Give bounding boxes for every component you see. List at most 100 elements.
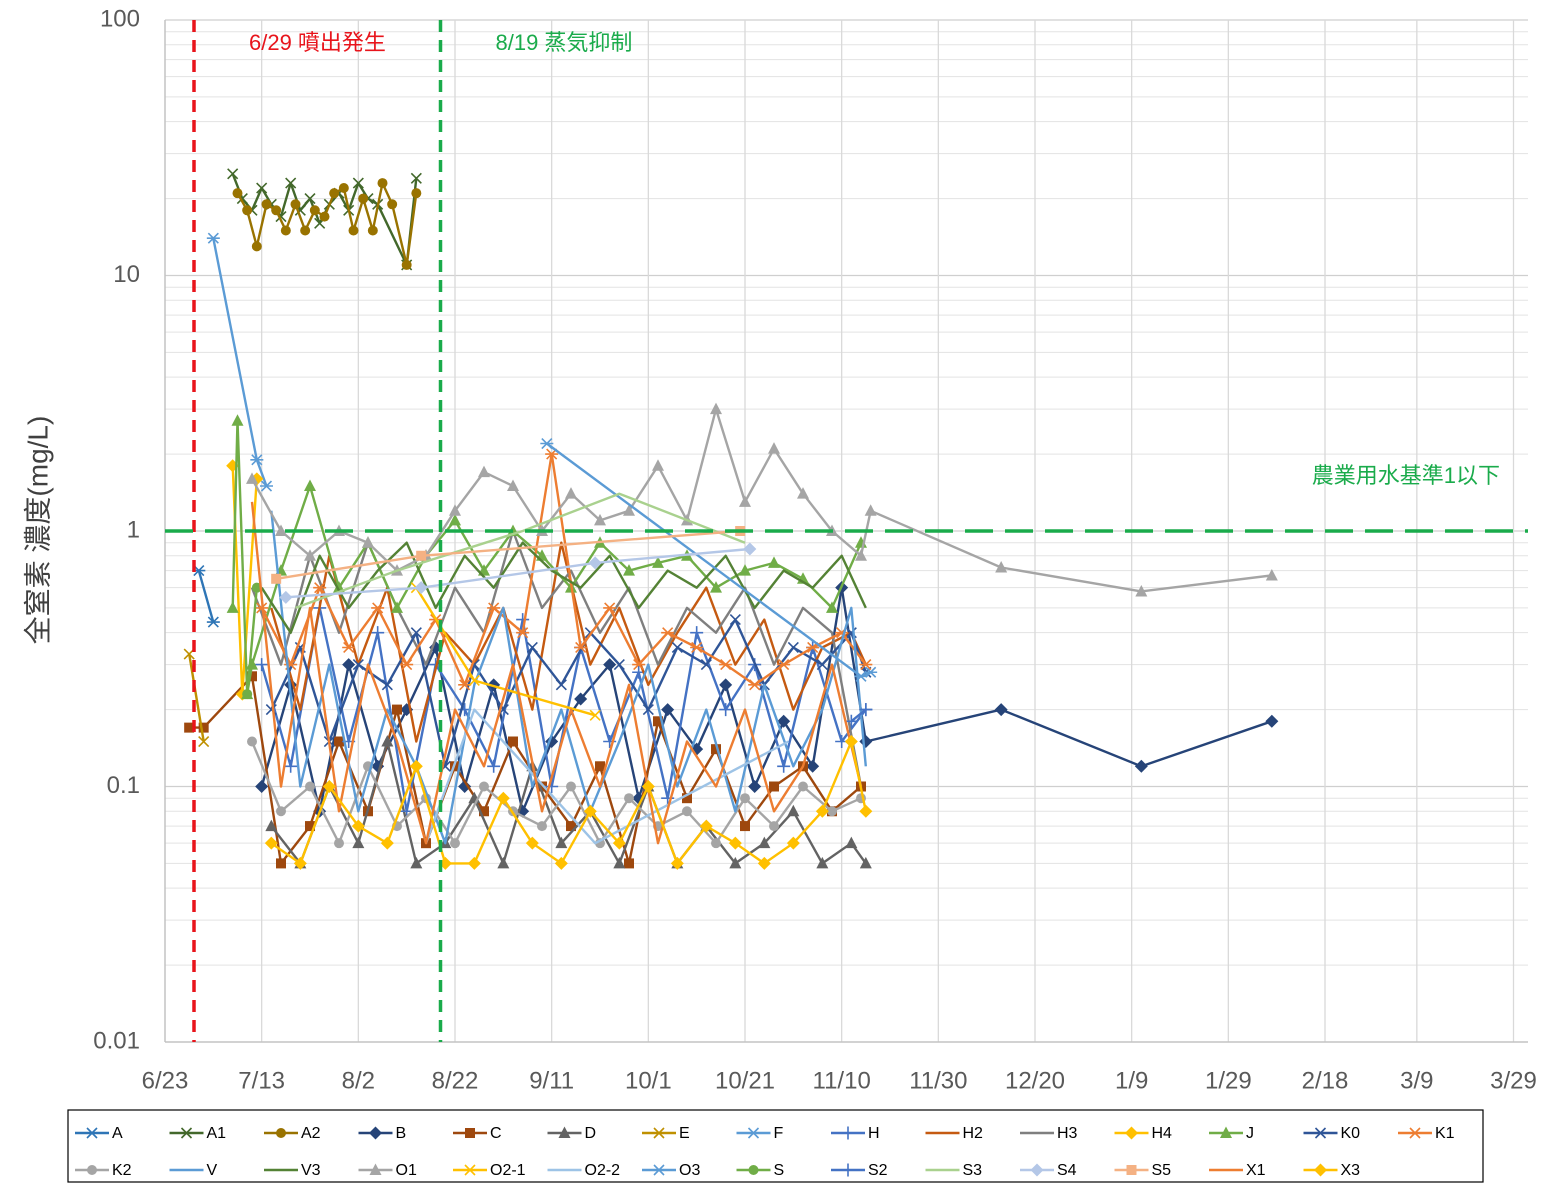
marker — [369, 1163, 382, 1175]
legend-label: V3 — [301, 1162, 321, 1179]
marker — [757, 856, 771, 870]
marker — [995, 560, 1008, 573]
legend-label: H2 — [963, 1125, 984, 1142]
marker — [478, 465, 490, 478]
marker — [1126, 1165, 1137, 1175]
marker — [595, 761, 605, 772]
marker — [574, 641, 588, 654]
x-tick-label: 11/30 — [909, 1067, 967, 1094]
marker — [479, 781, 489, 792]
marker — [777, 714, 791, 728]
legend-label: V — [207, 1162, 218, 1179]
marker — [250, 472, 264, 486]
marker — [1134, 759, 1148, 773]
marker — [747, 1127, 760, 1139]
series-line — [236, 181, 418, 267]
legend-label: H4 — [1152, 1125, 1173, 1142]
marker — [1265, 714, 1279, 728]
marker — [690, 626, 704, 640]
marker — [371, 602, 385, 614]
legend-label: S — [774, 1162, 785, 1179]
y-tick-label: 1 — [127, 516, 140, 543]
marker — [690, 641, 704, 654]
marker — [841, 1126, 855, 1140]
series-line — [415, 587, 596, 717]
marker — [632, 659, 646, 671]
marker — [1125, 1126, 1138, 1140]
marker — [87, 1165, 97, 1175]
marker — [758, 836, 771, 849]
legend-label: D — [585, 1125, 597, 1142]
marker — [798, 781, 808, 792]
legend-label: H — [868, 1125, 880, 1142]
marker — [206, 616, 220, 628]
marker — [392, 704, 402, 715]
marker — [719, 659, 733, 671]
marker — [540, 437, 554, 450]
series-line — [270, 740, 867, 865]
series-line — [850, 708, 867, 723]
marker — [699, 819, 713, 833]
marker — [496, 791, 510, 805]
marker — [276, 858, 286, 869]
marker — [612, 836, 626, 850]
marker — [487, 759, 501, 773]
marker — [304, 549, 316, 561]
marker — [670, 856, 684, 870]
marker — [367, 225, 378, 236]
marker — [255, 780, 269, 793]
marker — [352, 177, 364, 189]
series-line — [295, 492, 746, 610]
marker — [748, 780, 762, 793]
marker — [290, 199, 301, 210]
marker — [682, 806, 692, 817]
marker — [231, 414, 244, 426]
marker — [516, 613, 530, 627]
marker — [748, 679, 762, 691]
marker — [242, 689, 253, 700]
marker — [358, 193, 369, 204]
marker — [613, 856, 626, 869]
marker — [276, 1128, 286, 1138]
marker — [603, 658, 617, 672]
marker — [369, 1126, 382, 1140]
legend-label: S2 — [868, 1162, 888, 1179]
legend-label: S5 — [1152, 1162, 1172, 1179]
marker — [769, 781, 779, 792]
marker — [815, 804, 829, 818]
marker — [589, 709, 601, 721]
y-tick-label: 10 — [113, 261, 140, 288]
marker — [285, 177, 297, 189]
marker — [250, 454, 264, 466]
marker — [1314, 1127, 1327, 1139]
marker — [246, 472, 258, 484]
marker — [409, 759, 423, 773]
marker — [180, 1127, 193, 1139]
marker — [554, 856, 568, 870]
marker — [305, 781, 315, 792]
legend-label: K2 — [112, 1162, 132, 1179]
marker — [526, 641, 538, 654]
marker — [284, 759, 298, 773]
marker — [334, 736, 344, 747]
legend-label: A — [112, 1125, 123, 1142]
marker — [342, 658, 356, 672]
marker — [710, 581, 722, 593]
marker — [206, 232, 220, 244]
marker — [743, 542, 757, 556]
event-label: 6/29 噴出発生 — [249, 30, 386, 55]
marker — [280, 225, 291, 236]
marker — [279, 590, 293, 604]
marker — [227, 168, 239, 180]
marker — [841, 1163, 855, 1177]
marker — [348, 225, 359, 236]
marker — [411, 188, 422, 199]
marker — [787, 641, 799, 654]
x-tick-label: 7/13 — [238, 1067, 285, 1094]
legend-label: O1 — [396, 1162, 417, 1179]
marker — [844, 735, 858, 749]
marker — [468, 674, 480, 687]
x-tick-label: 12/20 — [1005, 1067, 1065, 1094]
marker — [1220, 1126, 1232, 1138]
